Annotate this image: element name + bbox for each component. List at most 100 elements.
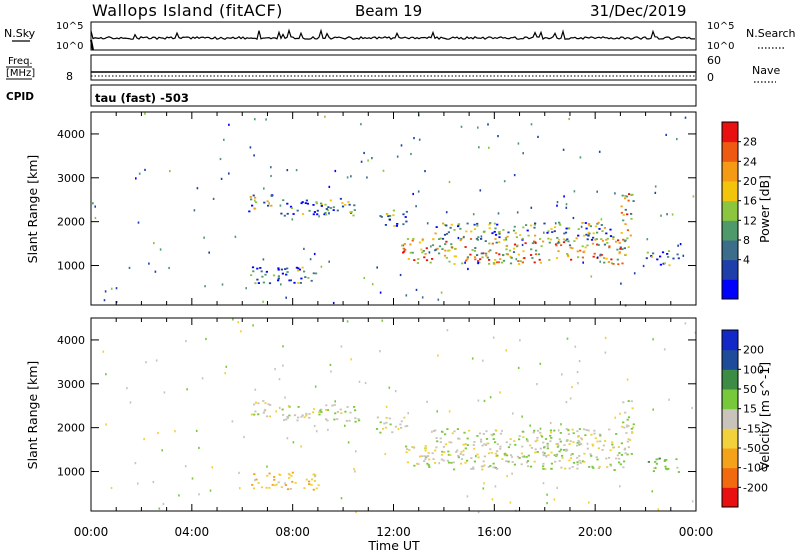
power-panel [90, 111, 697, 307]
echo-pixel [604, 351, 607, 354]
echo-pixel [264, 273, 267, 276]
echo-pixel [462, 453, 465, 456]
echo-pixel [388, 417, 391, 420]
echo-pixel [587, 231, 590, 234]
echo-pixel [621, 425, 624, 428]
echo-pixel [423, 455, 426, 458]
echo-pixel [453, 263, 456, 265]
echo-pixel [620, 205, 623, 208]
echo-pixel [303, 416, 306, 419]
echo-pixel [305, 412, 308, 415]
echo-pixel [539, 261, 542, 264]
echo-pixel [488, 146, 490, 149]
echo-pixel [550, 462, 553, 465]
echo-pixel [487, 452, 491, 455]
echo-pixel [349, 211, 352, 213]
echo-pixel [647, 461, 650, 463]
echo-pixel [564, 231, 568, 234]
echo-pixel [495, 261, 498, 264]
echo-pixel [305, 199, 308, 202]
echo-pixel [280, 283, 282, 286]
echo-pixel [300, 445, 302, 448]
echo-pixel [512, 229, 516, 232]
colorbar-segment [722, 141, 738, 162]
echo-pixel [448, 410, 451, 413]
echo-pixel [590, 275, 593, 278]
echo-pixel [527, 465, 530, 468]
echo-pixel [417, 258, 420, 260]
echo-pixel [521, 243, 524, 247]
echo-pixel [534, 242, 537, 244]
echo-pixel [280, 212, 283, 215]
echo-pixel [608, 456, 611, 459]
echo-pixel [599, 260, 601, 263]
echo-pixel [282, 345, 284, 348]
nsky-label: N.Sky [4, 27, 36, 40]
echo-pixel [474, 247, 477, 249]
echo-pixel [255, 201, 258, 204]
echo-pixel [584, 246, 587, 249]
echo-pixel [598, 150, 601, 153]
echo-pixel [626, 440, 629, 443]
echo-pixel [615, 240, 618, 243]
velocity-colorbar: 200 100 50 15 -15 -50 -100 -200 [721, 329, 768, 508]
echo-pixel [492, 336, 495, 339]
echo-pixel [440, 458, 443, 461]
echo-pixel [317, 484, 320, 487]
echo-pixel [272, 274, 276, 277]
echo-pixel [360, 160, 363, 163]
echo-pixel [659, 255, 662, 258]
echo-pixel [318, 413, 321, 416]
echo-pixel [138, 172, 141, 175]
echo-pixel [622, 401, 625, 404]
echo-pixel [466, 256, 469, 259]
echo-pixel [453, 229, 456, 231]
echo-pixel [462, 449, 465, 452]
echo-pixel [577, 435, 580, 437]
echo-pixel [666, 253, 669, 255]
echo-pixel [558, 450, 561, 453]
echo-pixel [277, 481, 280, 484]
echo-pixel [277, 275, 280, 278]
echo-pixel [417, 463, 420, 465]
echo-pixel [268, 415, 272, 418]
echo-pixel [336, 209, 339, 212]
echo-pixel [553, 498, 556, 501]
echo-pixel [542, 240, 545, 243]
echo-pixel [334, 400, 336, 403]
echo-pixel [585, 227, 588, 230]
echo-pixel [561, 456, 564, 459]
echo-pixel [403, 416, 406, 419]
echo-pixel [466, 437, 469, 440]
echo-pixel [400, 426, 403, 429]
echo-pixel [267, 204, 270, 207]
cpid-panel [90, 84, 697, 107]
echo-pixel [344, 410, 347, 413]
echo-pixel [292, 441, 295, 444]
echo-pixel [333, 418, 336, 421]
echo-pixel [563, 232, 566, 235]
echo-pixel [577, 234, 580, 237]
echo-pixel [442, 446, 446, 448]
echo-pixel [550, 228, 553, 230]
echo-pixel [620, 282, 622, 285]
echo-pixel [692, 195, 695, 198]
colorbar-tick-label: 15 [743, 403, 757, 416]
echo-pixel [509, 262, 513, 265]
echo-pixel [546, 445, 549, 447]
echo-pixel [580, 225, 583, 228]
echo-pixel [588, 466, 591, 468]
echo-pixel [542, 482, 545, 485]
echo-pixel [257, 413, 260, 416]
echo-pixel [418, 138, 421, 141]
echo-pixel [652, 338, 654, 341]
echo-pixel [591, 242, 595, 245]
echo-pixel [619, 248, 622, 250]
echo-pixel [446, 428, 449, 430]
echo-pixel [329, 207, 332, 209]
y-tick-label: 4000 [57, 128, 85, 141]
echo-pixel [484, 240, 487, 242]
echo-pixel [254, 401, 258, 404]
echo-pixel [412, 237, 415, 240]
echo-pixel [421, 239, 424, 242]
